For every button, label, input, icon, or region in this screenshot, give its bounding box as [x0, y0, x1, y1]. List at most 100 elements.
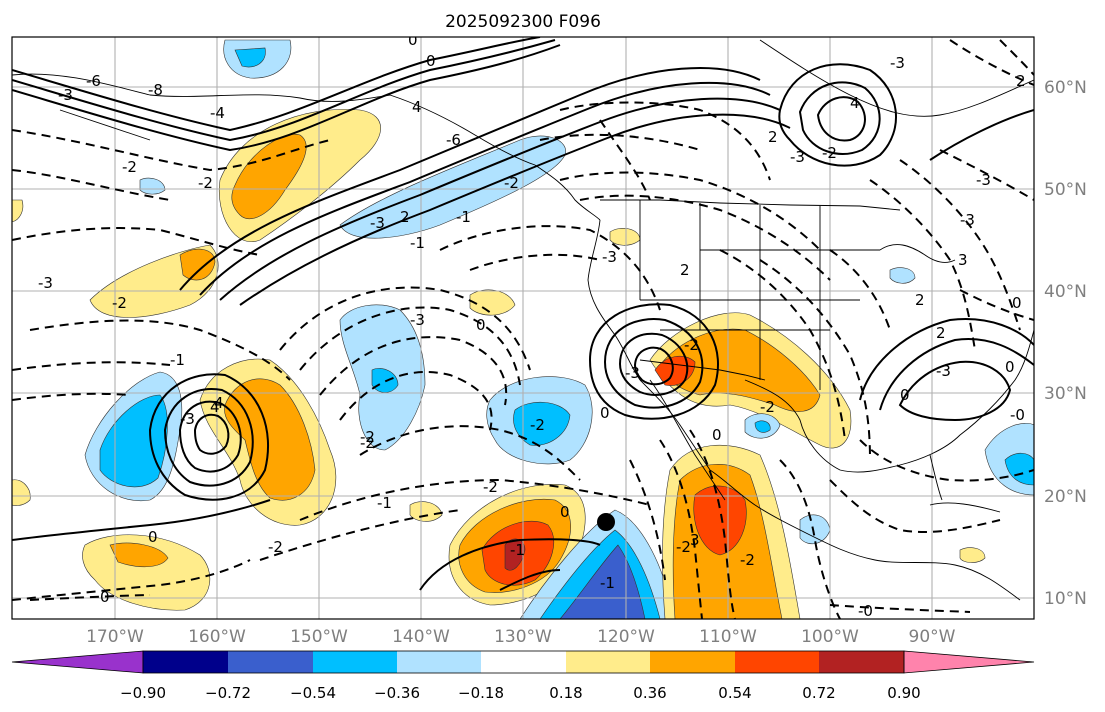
- svg-text:-2: -2: [483, 478, 498, 496]
- coast-florida: [929, 454, 943, 501]
- lon-label: 100°W: [801, 627, 859, 647]
- shade-warm-bit1: [469, 289, 516, 316]
- svg-text:0: 0: [148, 528, 158, 546]
- colorbar-tick: −0.72: [205, 684, 251, 702]
- colorbar-segment: [313, 651, 397, 673]
- lon-label: 160°W: [188, 627, 246, 647]
- lon-axis: 170°W 160°W 150°W 140°W 130°W 120°W 110°…: [86, 627, 956, 647]
- svg-text:-3: -3: [936, 362, 951, 380]
- svg-text:-2: -2: [268, 538, 283, 556]
- colorbar-segment: [228, 651, 313, 673]
- colorbar-extend-max: [903, 650, 1035, 674]
- svg-text:-8: -8: [148, 81, 163, 99]
- border-us-mex: [639, 359, 766, 381]
- colorbar-tick: 0.36: [633, 684, 666, 702]
- lon-label: 110°W: [699, 627, 757, 647]
- shade-cold-west-in: [99, 394, 168, 488]
- colorbar-tick: 0.72: [802, 684, 835, 702]
- shade-cold-alaska-in: [234, 47, 266, 68]
- svg-text:-6: -6: [446, 131, 461, 149]
- svg-text:4: 4: [210, 398, 220, 416]
- colorbar-tick: 0.90: [887, 684, 920, 702]
- svg-text:-0: -0: [1010, 406, 1025, 424]
- svg-text:0: 0: [408, 31, 418, 49]
- lat-label: 50°N: [1044, 180, 1087, 200]
- coast-bc: [534, 164, 601, 221]
- coast-baja: [639, 379, 711, 471]
- svg-text:-2: -2: [684, 336, 699, 354]
- svg-text:-6: -6: [86, 72, 101, 90]
- svg-text:-1: -1: [456, 208, 471, 226]
- lon-label: 170°W: [86, 627, 144, 647]
- svg-text:0: 0: [900, 386, 910, 404]
- svg-text:-2: -2: [360, 434, 375, 452]
- svg-text:-3: -3: [410, 311, 425, 329]
- svg-text:0: 0: [1005, 358, 1015, 376]
- coast-cuba: [929, 502, 1001, 513]
- colorbar-tick: −0.18: [458, 684, 504, 702]
- svg-text:0: 0: [426, 52, 436, 70]
- colorbar-segment: [481, 651, 566, 673]
- colorbar-segment: [397, 651, 481, 673]
- svg-text:-3: -3: [370, 214, 385, 232]
- svg-text:3: 3: [958, 251, 968, 269]
- great-lakes: [879, 244, 956, 263]
- svg-text:4: 4: [214, 394, 224, 412]
- colorbar-ticks: −0.90 −0.72 −0.54 −0.36 −0.18 0.18 0.36 …: [120, 684, 921, 702]
- svg-text:-3: -3: [790, 148, 805, 166]
- svg-text:-2: -2: [360, 428, 375, 446]
- colorbar-segment: [650, 651, 735, 673]
- svg-text:0: 0: [560, 503, 570, 521]
- colorbar-segment: [819, 651, 904, 673]
- svg-text:2: 2: [936, 324, 946, 342]
- svg-text:2: 2: [680, 261, 690, 279]
- svg-text:-2: -2: [112, 294, 127, 312]
- lat-axis: 60°N 50°N 40°N 30°N 20°N 10°N: [1044, 78, 1087, 609]
- svg-text:3: 3: [690, 531, 700, 549]
- svg-text:4: 4: [850, 94, 860, 112]
- colorbar-segment: [735, 651, 819, 673]
- svg-text:-3: -3: [180, 410, 195, 428]
- colorbar-tick: −0.36: [374, 684, 420, 702]
- figure-title: 2025092300 F096: [445, 12, 601, 32]
- lat-label: 60°N: [1044, 78, 1087, 98]
- svg-text:-3: -3: [58, 86, 73, 104]
- svg-text:0: 0: [600, 404, 610, 422]
- colorbar-tick: −0.90: [120, 684, 166, 702]
- svg-text:-3: -3: [960, 211, 975, 229]
- svg-text:-2: -2: [676, 538, 691, 556]
- colorbar: [11, 650, 1035, 674]
- svg-text:4: 4: [412, 98, 422, 116]
- svg-text:-2: -2: [740, 551, 755, 569]
- shade-warm-sw-in: [109, 542, 169, 568]
- colorbar-outline: [142, 650, 905, 674]
- svg-text:-1: -1: [510, 541, 525, 559]
- svg-text:2: 2: [400, 208, 410, 226]
- colorbar-segment: [566, 651, 650, 673]
- shade-cold-small: [139, 177, 166, 195]
- svg-text:-3: -3: [976, 171, 991, 189]
- colorbar-tick: 0.54: [718, 684, 751, 702]
- svg-text:-4: -4: [210, 104, 225, 122]
- svg-text:0: 0: [1012, 294, 1022, 312]
- map-frame: [11, 36, 1035, 620]
- svg-text:0: 0: [712, 426, 722, 444]
- svg-text:2: 2: [1016, 72, 1026, 90]
- shade-cold-trop-in2: [559, 544, 646, 619]
- svg-text:-1: -1: [600, 574, 615, 592]
- svg-text:-3: -3: [602, 248, 617, 266]
- colorbar-extend-min: [11, 650, 144, 674]
- shade-cold-gulf-in: [754, 420, 771, 433]
- coast-aleut: [59, 109, 151, 141]
- coast-mexico: [709, 469, 1021, 601]
- svg-text:2: 2: [915, 291, 925, 309]
- coast-west-us: [587, 219, 641, 381]
- svg-text:-1: -1: [410, 234, 425, 252]
- shade-cold-gl: [889, 267, 916, 284]
- svg-text:-2: -2: [530, 416, 545, 434]
- svg-text:2: 2: [768, 128, 778, 146]
- svg-text:-1: -1: [170, 351, 185, 369]
- svg-text:-2: -2: [198, 174, 213, 192]
- contour-labels: -6 -3 -8 -4 0 0 4 -6 -2 -2 -3 2 -3 4 2 -…: [38, 31, 1026, 619]
